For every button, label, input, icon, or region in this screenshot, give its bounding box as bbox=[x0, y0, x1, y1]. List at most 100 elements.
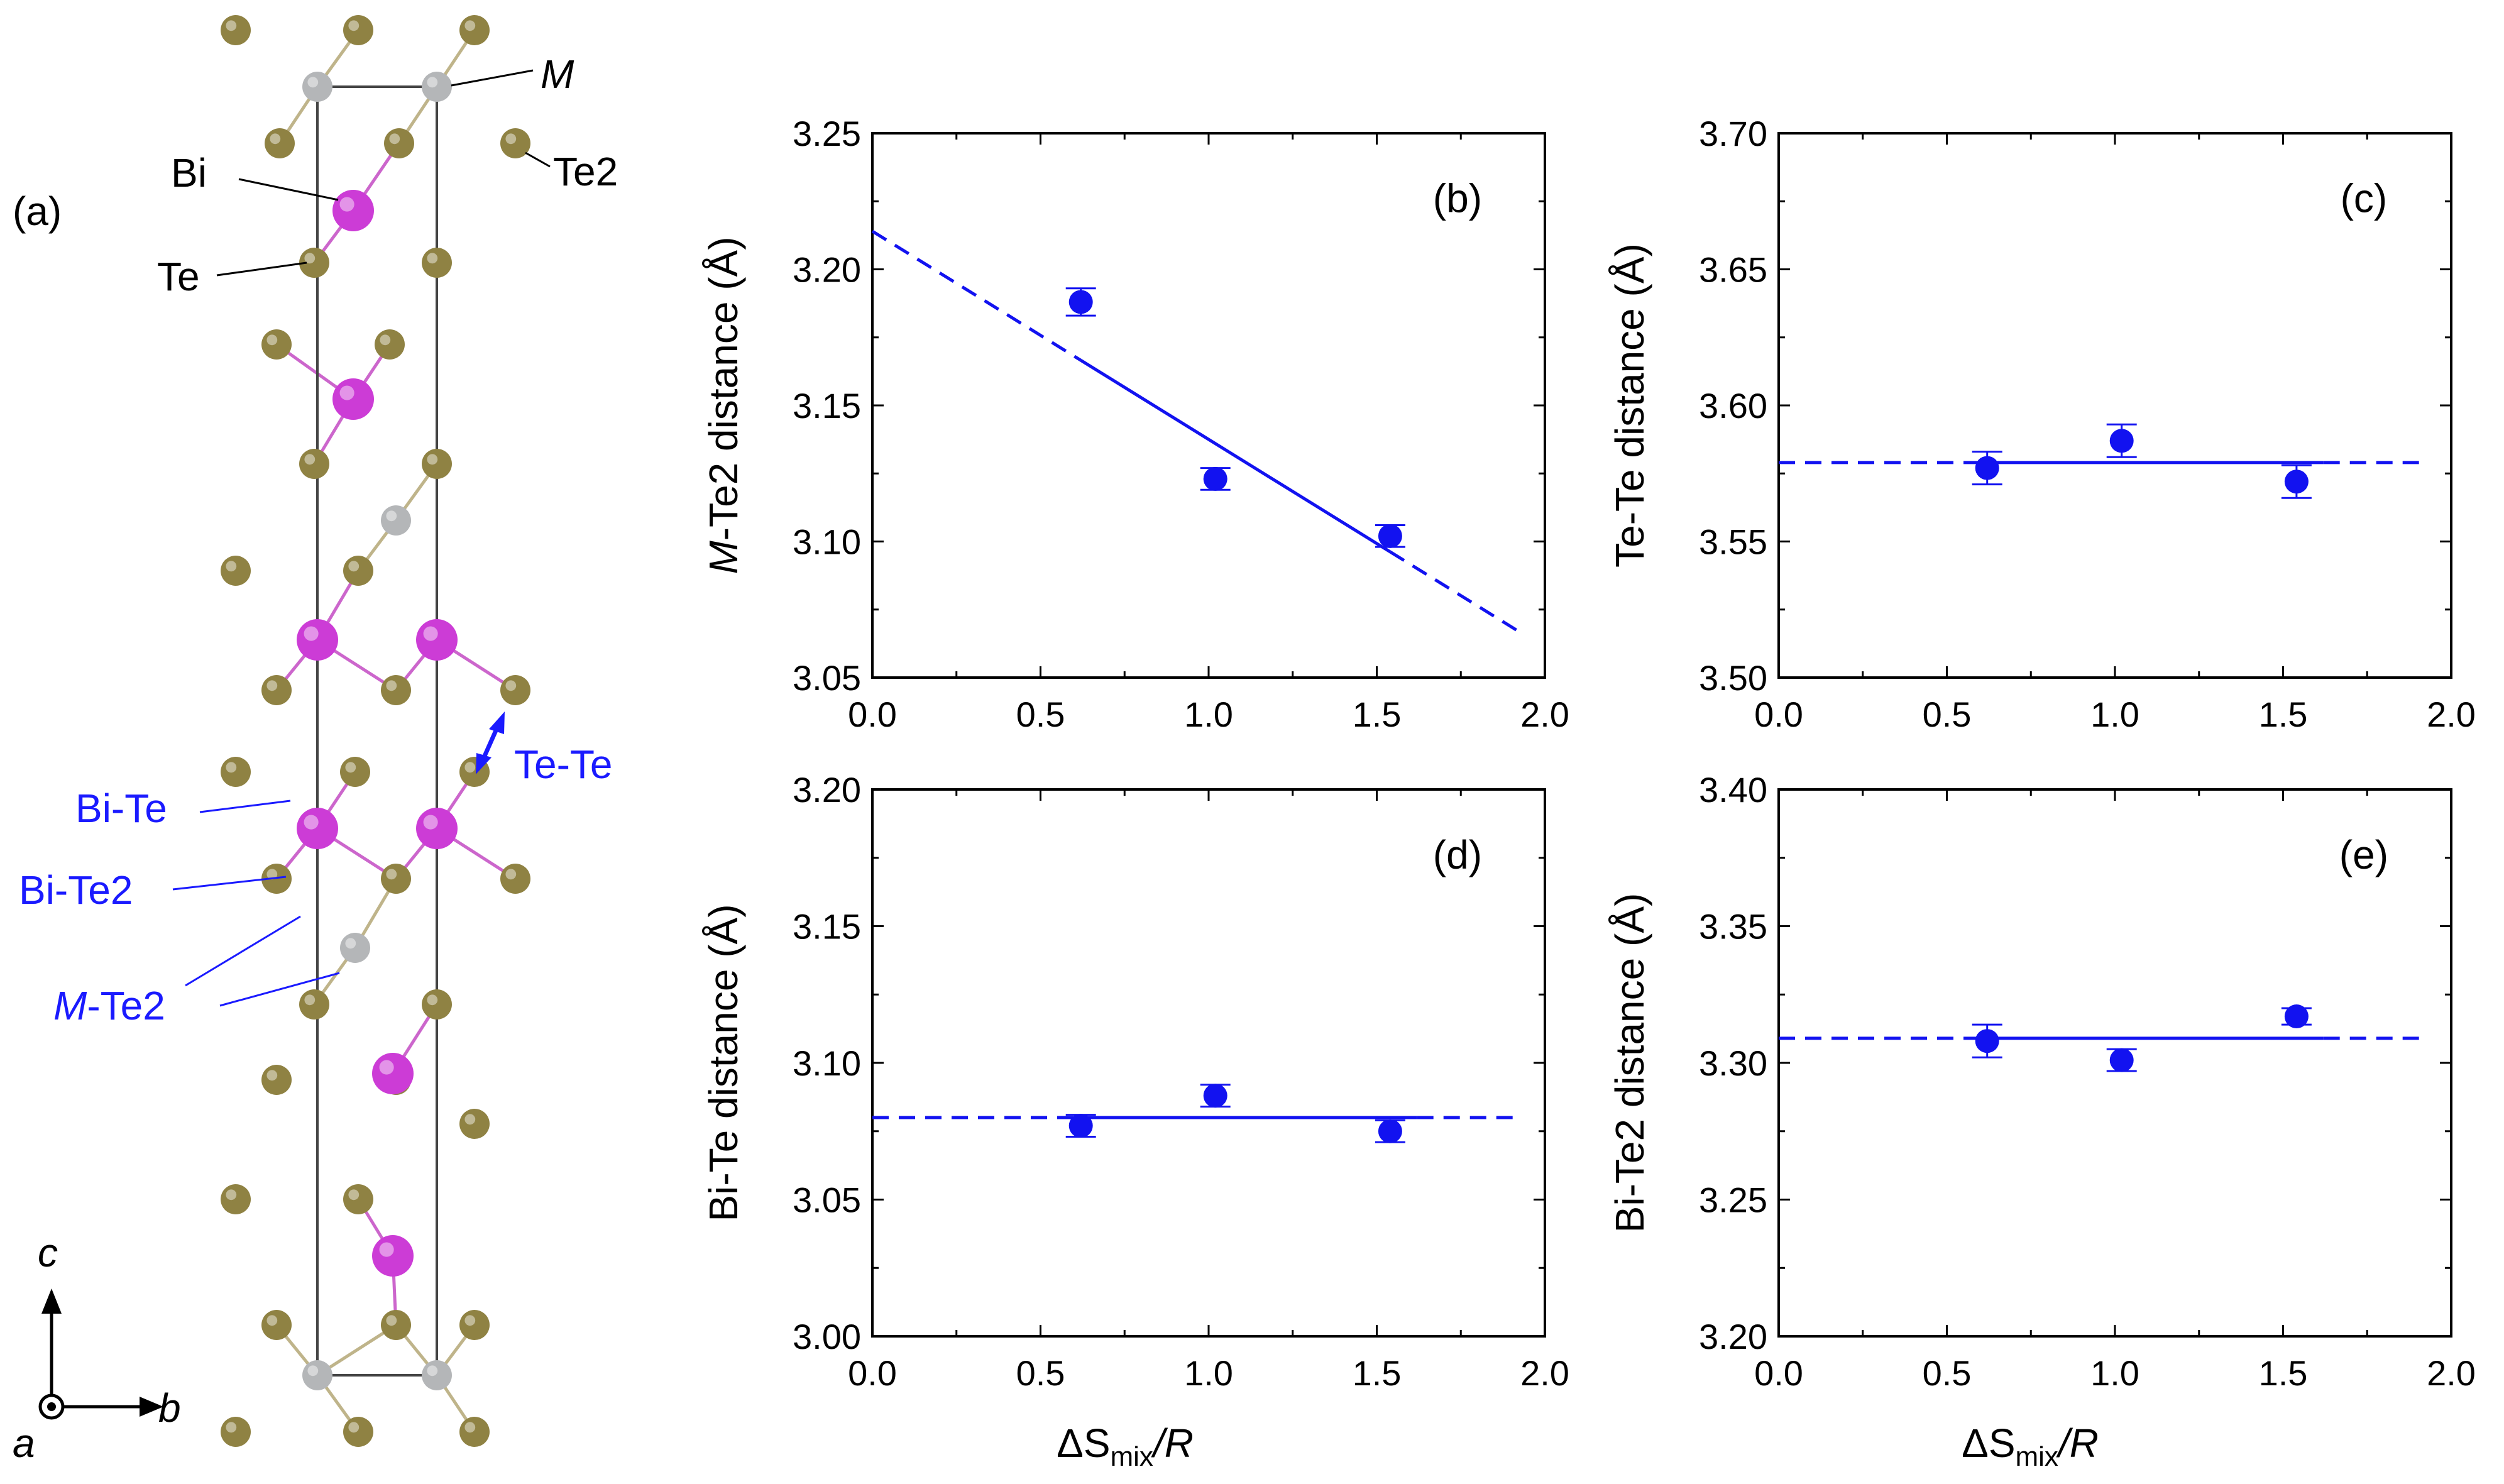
y-tick-label-d: 3.10 bbox=[793, 1043, 861, 1083]
data-point-d bbox=[1068, 1114, 1093, 1138]
data-point-d bbox=[1378, 1119, 1402, 1143]
bi-atom-body bbox=[372, 1053, 414, 1094]
te-atom-body bbox=[343, 556, 373, 586]
y-tick-label-d: 3.20 bbox=[793, 770, 861, 810]
te-atom-body bbox=[261, 675, 292, 705]
axis-label-c: c bbox=[38, 1230, 58, 1275]
x-tick-label-b: 1.0 bbox=[1184, 695, 1233, 734]
axis-triad: c b a bbox=[13, 1230, 181, 1466]
te-atom-body bbox=[340, 757, 370, 787]
x-tick-label-e: 0.5 bbox=[1923, 1353, 1972, 1393]
m-atom-shine bbox=[307, 77, 319, 88]
x-title-tail: /R bbox=[1151, 1421, 1194, 1466]
plot-panel-c: 0.0 0.5 1.0 1.5 2.0 3.50 3.55 3.60 3.65 3.70 Te-Te… bbox=[1607, 114, 2476, 734]
te-atom-shine bbox=[348, 561, 360, 572]
m-atom-body bbox=[340, 933, 370, 963]
bi-atom bbox=[372, 1053, 414, 1094]
m-atom-shine bbox=[307, 1365, 319, 1377]
x-axis-title-left: ΔSmix/R bbox=[1057, 1421, 1194, 1472]
te-atom-shine bbox=[226, 20, 237, 31]
data-point-e bbox=[1975, 1029, 1999, 1053]
blue-leaders bbox=[172, 800, 340, 1007]
x-tick-label-e: 2.0 bbox=[2427, 1353, 2476, 1393]
te-atom-shine bbox=[386, 869, 397, 880]
x-tick-label-b: 1.5 bbox=[1353, 695, 1402, 734]
y-tick-label-c: 3.50 bbox=[1699, 658, 1767, 698]
x-tick-label-d: 2.0 bbox=[1520, 1353, 1569, 1393]
te-atom-shine bbox=[266, 1070, 278, 1081]
te-atom-shine bbox=[226, 561, 237, 572]
x-tick-label-c: 1.5 bbox=[2259, 695, 2308, 734]
te-atom-shine bbox=[348, 1189, 360, 1201]
bi-atom bbox=[416, 808, 458, 849]
te-atom-body bbox=[261, 1310, 292, 1340]
te-atom bbox=[422, 449, 452, 479]
te-atom bbox=[299, 248, 329, 278]
leader-m-te2-a bbox=[185, 915, 301, 987]
te-atom bbox=[375, 329, 405, 360]
te-atom-shine bbox=[505, 869, 517, 880]
te-atom bbox=[500, 128, 530, 158]
te-atom-body bbox=[261, 329, 292, 360]
plot-panel-d: 0.0 0.5 1.0 1.5 2.0 3.00 3.05 3.10 3.15 3.20 Bi-Te… bbox=[701, 770, 1569, 1393]
bond bbox=[316, 1323, 397, 1377]
leader-bi-te2 bbox=[172, 876, 287, 891]
data-point-b bbox=[1068, 290, 1093, 314]
te-atom-shine bbox=[464, 1114, 476, 1125]
leader-m bbox=[451, 69, 534, 87]
bi-atom bbox=[297, 808, 338, 849]
te-atom-body bbox=[265, 128, 295, 158]
data-point-e bbox=[2109, 1048, 2134, 1072]
panel-label-b: (b) bbox=[1433, 176, 1482, 221]
leader-bi bbox=[238, 178, 339, 201]
te-atom-shine bbox=[226, 1189, 237, 1201]
te-te-arrowhead-up bbox=[489, 712, 505, 734]
y-tick-label-b: 3.15 bbox=[793, 386, 861, 426]
bi-atom-shine bbox=[339, 197, 354, 212]
x-title-sub-right: mix bbox=[2016, 1441, 2058, 1472]
te-atom-body bbox=[500, 864, 530, 894]
te-atom bbox=[261, 1310, 292, 1340]
label-te-te: Te-Te bbox=[514, 742, 613, 787]
te-atom bbox=[500, 864, 530, 894]
x-tick-label-e: 1.0 bbox=[2090, 1353, 2139, 1393]
te-atom-shine bbox=[304, 994, 316, 1006]
te-atom-shine bbox=[226, 762, 237, 773]
bi-atom bbox=[297, 619, 338, 661]
panel-label-c: (c) bbox=[2341, 176, 2388, 221]
y-axis-title-text-e: Bi-Te2 distance (Å) bbox=[1607, 893, 1652, 1233]
y-axis-title-text-d: Bi-Te distance (Å) bbox=[701, 904, 746, 1221]
te-atom-body bbox=[343, 15, 373, 45]
te-atom-shine bbox=[266, 869, 278, 880]
te-atom-shine bbox=[464, 762, 476, 773]
x-tick-label-e: 0.0 bbox=[1754, 1353, 1803, 1393]
bi-atom-body bbox=[297, 619, 338, 661]
te-atom-body bbox=[221, 556, 251, 586]
m-atom-body bbox=[302, 72, 332, 102]
te-atom-body bbox=[381, 864, 411, 894]
y-tick-label-c: 3.65 bbox=[1699, 250, 1767, 290]
te-atom bbox=[221, 15, 251, 45]
te-atom-body bbox=[500, 128, 530, 158]
te-atom bbox=[381, 1310, 411, 1340]
te-atom-body bbox=[375, 329, 405, 360]
label-m-te2: M-Te2 bbox=[53, 983, 165, 1028]
m-atom bbox=[422, 1360, 452, 1390]
y-axis-title-text-b: -Te2 distance (Å) bbox=[701, 236, 746, 541]
crystal-atoms bbox=[221, 15, 530, 1447]
te-te-arrow-shaft bbox=[481, 728, 499, 759]
te-atom-body bbox=[299, 449, 329, 479]
x-tick-label-b: 0.0 bbox=[848, 695, 897, 734]
x-tick-label-b: 0.5 bbox=[1016, 695, 1065, 734]
te-atom-body bbox=[221, 15, 251, 45]
m-atom bbox=[302, 72, 332, 102]
bi-atom-shine bbox=[379, 1060, 394, 1075]
b-axis-arrowhead bbox=[140, 1397, 163, 1417]
data-point-b bbox=[1203, 466, 1227, 491]
te-atom-shine bbox=[266, 680, 278, 691]
axis-label-b: b bbox=[158, 1385, 181, 1431]
y-tick-label-e: 3.25 bbox=[1699, 1180, 1767, 1220]
te-atom-shine bbox=[386, 680, 397, 691]
y-axis-title-text-c: Te-Te distance (Å) bbox=[1607, 243, 1652, 568]
